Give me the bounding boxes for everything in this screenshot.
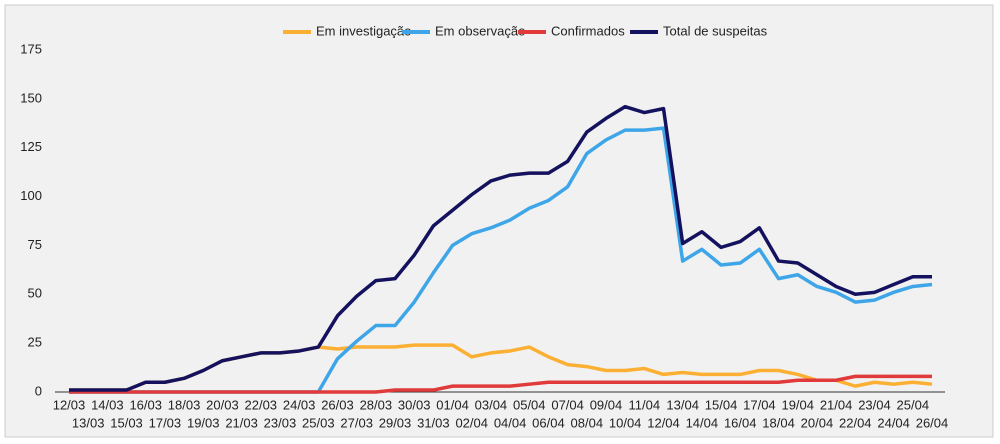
x-tick-label: 12/04	[647, 415, 680, 430]
legend-label[interactable]: Total de suspeitas	[663, 23, 768, 38]
x-tick-label: 15/04	[705, 397, 738, 412]
x-tick-label: 30/03	[398, 397, 431, 412]
x-tick-label: 26/04	[916, 415, 949, 430]
x-tick-label: 18/04	[762, 415, 795, 430]
x-tick-label: 13/03	[72, 415, 105, 430]
x-tick-label: 12/03	[53, 397, 86, 412]
x-tick-label: 19/03	[187, 415, 220, 430]
x-tick-label: 24/04	[877, 415, 910, 430]
x-tick-label: 25/03	[302, 415, 335, 430]
x-tick-label: 28/03	[360, 397, 393, 412]
x-tick-label: 18/03	[168, 397, 201, 412]
x-tick-label: 10/04	[609, 415, 642, 430]
x-tick-label: 22/04	[839, 415, 872, 430]
legend-label[interactable]: Em observação	[435, 23, 525, 38]
y-tick-label: 100	[20, 188, 42, 203]
x-tick-label: 21/04	[820, 397, 853, 412]
x-tick-label: 21/03	[225, 415, 258, 430]
x-tick-label: 20/03	[206, 397, 239, 412]
x-tick-label: 20/04	[801, 415, 834, 430]
y-tick-label: 25	[28, 335, 42, 350]
x-tick-label: 08/04	[571, 415, 604, 430]
x-tick-label: 05/04	[513, 397, 546, 412]
x-tick-label: 09/04	[590, 397, 623, 412]
series-line	[69, 104, 932, 392]
x-tick-label: 17/03	[149, 415, 182, 430]
x-tick-label: 01/04	[436, 397, 469, 412]
x-tick-label: 17/04	[743, 397, 776, 412]
x-tick-label: 24/03	[283, 397, 316, 412]
x-tick-label: 31/03	[417, 415, 450, 430]
x-tick-label: 23/04	[858, 397, 891, 412]
x-tick-label: 25/04	[897, 397, 930, 412]
panel	[4, 4, 994, 438]
x-tick-label: 14/03	[91, 397, 124, 412]
x-tick-label: 29/03	[379, 415, 412, 430]
x-tick-label: 26/03	[321, 397, 354, 412]
y-tick-label: 50	[28, 286, 42, 301]
x-tick-label: 19/04	[781, 397, 814, 412]
y-tick-label: 0	[35, 383, 42, 398]
x-tick-label: 16/03	[129, 397, 162, 412]
x-tick-label: 13/04	[666, 397, 699, 412]
y-tick-label: 150	[20, 90, 42, 105]
x-tick-label: 07/04	[551, 397, 584, 412]
x-tick-label: 15/03	[110, 415, 143, 430]
x-tick-label: 23/03	[264, 415, 297, 430]
x-tick-label: 11/04	[629, 397, 661, 412]
legend-label[interactable]: Em investigação	[316, 23, 411, 38]
x-tick-label: 14/04	[686, 415, 719, 430]
x-tick-label: 06/04	[532, 415, 565, 430]
legend-label[interactable]: Confirmados	[551, 23, 625, 38]
y-tick-label: 75	[28, 237, 42, 252]
x-tick-label: 04/04	[494, 415, 527, 430]
x-tick-label: 03/04	[475, 397, 508, 412]
x-tick-label: 27/03	[340, 415, 373, 430]
x-tick-label: 16/04	[724, 415, 757, 430]
x-tick-label: 02/04	[455, 415, 488, 430]
x-tick-label: 22/03	[245, 397, 278, 412]
y-tick-label: 175	[20, 41, 42, 56]
y-tick-label: 125	[20, 139, 42, 154]
series-line	[69, 374, 932, 394]
